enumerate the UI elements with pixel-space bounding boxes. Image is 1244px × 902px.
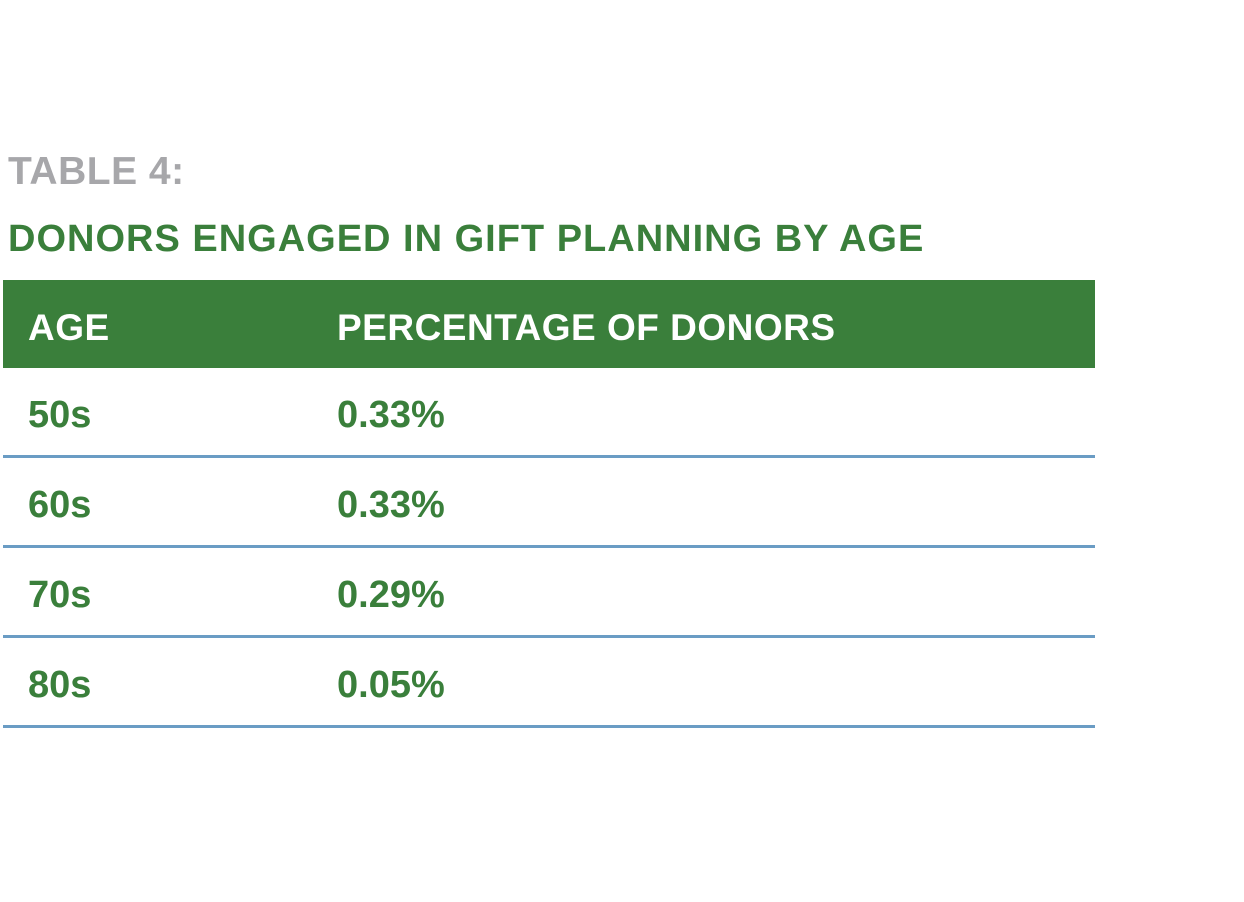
percentage-cell: 0.33% — [337, 394, 445, 436]
table-label: TABLE 4: — [8, 150, 185, 193]
percentage-cell: 0.33% — [337, 484, 445, 526]
age-cell: 80s — [28, 664, 92, 706]
percentage-cell: 0.05% — [337, 664, 445, 706]
table-header: AGE PERCENTAGE OF DONORS — [3, 280, 1095, 368]
table-title: DONORS ENGAGED IN GIFT PLANNING BY AGE — [8, 218, 925, 260]
column-header-percentage: PERCENTAGE OF DONORS — [337, 307, 836, 348]
table-row: 70s 0.29% — [3, 548, 1095, 638]
table-row: 60s 0.33% — [3, 458, 1095, 548]
age-cell: 70s — [28, 574, 92, 616]
table-row: 50s 0.33% — [3, 368, 1095, 458]
table-row: 80s 0.05% — [3, 638, 1095, 728]
age-cell: 50s — [28, 394, 92, 436]
column-header-age: AGE — [28, 307, 110, 348]
percentage-cell: 0.29% — [337, 574, 445, 616]
age-cell: 60s — [28, 484, 92, 526]
data-table: AGE PERCENTAGE OF DONORS 50s 0.33% 60s 0… — [3, 280, 1095, 728]
